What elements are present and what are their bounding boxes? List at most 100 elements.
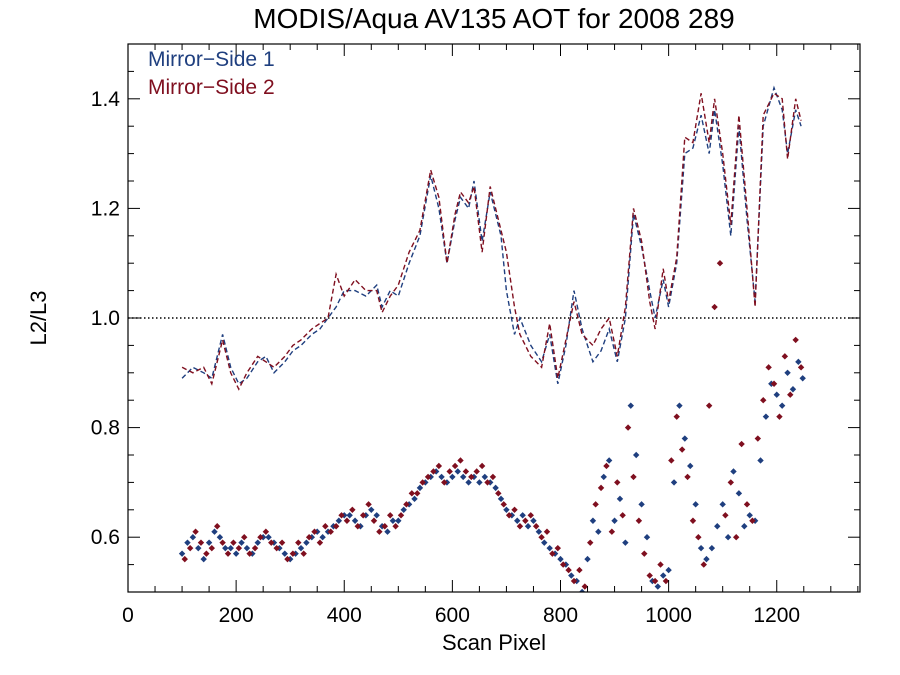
data-point-mirror-side-1 <box>568 572 575 579</box>
data-point-mirror-side-2 <box>597 484 605 492</box>
data-point-mirror-side-1 <box>654 583 662 590</box>
series-line-mirror-side-2 <box>181 92 802 391</box>
data-point-mirror-side-2 <box>203 550 210 557</box>
data-point-mirror-side-1 <box>730 468 737 475</box>
data-point-mirror-side-1 <box>595 528 602 535</box>
data-point-mirror-side-1 <box>632 451 640 459</box>
data-point-mirror-side-2 <box>689 517 697 524</box>
data-point-mirror-side-1 <box>438 473 445 481</box>
y-axis: 0.6 0.8 1.0 1.2 1.4 <box>91 43 860 593</box>
data-point-mirror-side-2 <box>570 577 578 585</box>
data-point-mirror-side-2 <box>668 457 675 464</box>
data-point-mirror-side-2 <box>403 501 410 508</box>
data-point-mirror-side-2 <box>630 473 637 481</box>
legend-entry-mirror-side-1: Mirror−Side 1 <box>148 48 275 71</box>
data-point-mirror-side-1 <box>778 402 786 409</box>
data-point-mirror-side-2 <box>305 534 313 541</box>
data-point-mirror-side-2 <box>192 528 199 535</box>
data-point-mirror-side-2 <box>419 479 426 486</box>
data-point-mirror-side-1 <box>773 391 780 398</box>
data-point-mirror-side-1 <box>368 506 375 513</box>
data-point-mirror-side-1 <box>232 550 240 557</box>
data-point-mirror-side-2 <box>365 501 372 508</box>
data-point-mirror-side-2 <box>219 539 226 546</box>
data-point-mirror-side-1 <box>454 468 461 475</box>
data-point-mirror-side-2 <box>716 260 724 267</box>
data-point-mirror-side-1 <box>741 523 748 530</box>
data-point-mirror-side-2 <box>727 479 734 486</box>
data-point-mirror-side-2 <box>505 512 513 519</box>
data-point-mirror-side-2 <box>700 561 707 568</box>
data-point-mirror-side-2 <box>732 534 740 541</box>
data-point-mirror-side-2 <box>408 490 416 497</box>
data-point-mirror-side-1 <box>238 539 245 546</box>
data-point-mirror-side-2 <box>349 506 356 513</box>
data-point-mirror-side-2 <box>722 512 729 519</box>
data-point-mirror-side-1 <box>297 544 305 552</box>
data-point-mirror-side-2 <box>484 479 491 486</box>
data-point-mirror-side-1 <box>195 544 202 552</box>
data-point-mirror-side-2 <box>343 517 351 524</box>
data-point-mirror-side-2 <box>424 473 432 481</box>
x-tick-label: 1200 <box>753 604 800 627</box>
data-point-mirror-side-2 <box>397 512 405 519</box>
data-point-mirror-side-2 <box>576 566 583 574</box>
data-point-mirror-side-1 <box>714 523 721 530</box>
data-point-mirror-side-1 <box>795 358 802 366</box>
data-point-mirror-side-1 <box>351 517 359 524</box>
data-point-mirror-side-2 <box>592 501 599 508</box>
data-point-mirror-side-2 <box>743 501 751 508</box>
legend: Mirror−Side 1 Mirror−Side 2 <box>148 48 275 99</box>
data-point-mirror-side-1 <box>395 517 402 524</box>
data-point-mirror-side-1 <box>757 457 764 464</box>
data-point-mirror-side-1 <box>222 544 229 552</box>
data-point-mirror-side-2 <box>235 544 243 552</box>
data-point-mirror-side-2 <box>608 528 616 535</box>
data-point-mirror-side-1 <box>735 490 743 497</box>
series-line-mirror-side-1 <box>181 85 802 385</box>
y-tick-label: 0.8 <box>91 417 120 440</box>
data-point-mirror-side-1 <box>530 517 537 524</box>
data-point-mirror-side-1 <box>481 473 489 481</box>
data-point-mirror-side-2 <box>214 523 221 530</box>
data-point-mirror-side-1 <box>184 539 191 546</box>
data-point-mirror-side-2 <box>457 457 464 464</box>
data-point-mirror-side-2 <box>760 397 767 404</box>
data-point-mirror-side-1 <box>638 501 645 508</box>
data-point-mirror-side-2 <box>614 479 621 486</box>
data-point-mirror-side-2 <box>559 561 567 568</box>
data-point-mirror-side-2 <box>441 479 448 486</box>
y-tick-label: 0.6 <box>91 526 120 549</box>
data-point-mirror-side-2 <box>527 512 534 519</box>
data-point-mirror-side-2 <box>738 440 745 448</box>
data-point-mirror-side-1 <box>514 517 521 524</box>
data-point-mirror-side-1 <box>616 495 624 503</box>
plot-area <box>127 43 861 593</box>
data-point-mirror-side-1 <box>719 501 726 508</box>
data-point-mirror-side-2 <box>186 544 194 552</box>
data-point-mirror-side-1 <box>622 539 629 546</box>
data-point-mirror-side-1 <box>600 473 607 481</box>
data-point-mirror-side-2 <box>295 539 302 546</box>
data-point-mirror-side-1 <box>200 555 207 563</box>
x-axis-label: Scan Pixel <box>442 630 546 655</box>
y-axis-label: L2/L3 <box>26 290 51 345</box>
data-point-mirror-side-2 <box>478 462 486 470</box>
data-point-mirror-side-1 <box>687 462 694 470</box>
data-point-mirror-side-1 <box>708 544 716 552</box>
data-point-mirror-side-2 <box>430 468 437 475</box>
data-point-mirror-side-1 <box>665 566 672 574</box>
data-point-mirror-side-2 <box>765 364 772 371</box>
data-point-mirror-side-1 <box>541 539 548 546</box>
data-point-mirror-side-2 <box>776 413 783 420</box>
data-point-mirror-side-1 <box>589 517 597 524</box>
y-tick-label: 1.4 <box>91 88 121 111</box>
data-point-mirror-side-1 <box>211 528 218 535</box>
data-point-mirror-side-1 <box>676 402 683 409</box>
data-point-mirror-side-1 <box>535 528 543 535</box>
data-point-mirror-side-2 <box>565 566 572 574</box>
data-point-mirror-side-1 <box>784 369 791 376</box>
data-point-mirror-side-2 <box>387 512 394 519</box>
data-point-mirror-side-1 <box>205 539 213 546</box>
chart-title: MODIS/Aqua AV135 AOT for 2008 289 <box>253 3 734 34</box>
